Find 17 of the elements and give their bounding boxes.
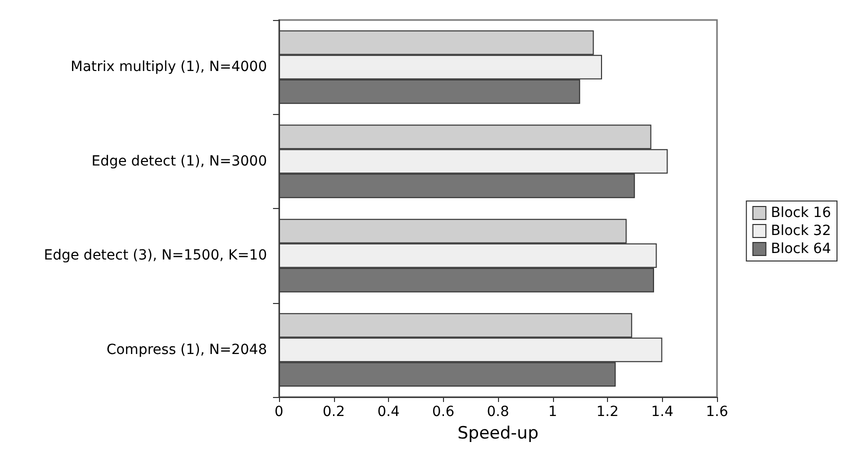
legend-label: Block 16 xyxy=(770,205,832,221)
legend-label: Block 64 xyxy=(770,241,832,257)
x-tick-label: 1.4 xyxy=(651,404,674,420)
x-tick-label: 0.4 xyxy=(377,404,400,420)
x-tick-label: 1 xyxy=(548,404,558,420)
y-tick-label: Edge detect (1), N=3000 xyxy=(92,153,267,170)
x-tick-label: 1.6 xyxy=(706,404,728,420)
x-tick-label: 0.6 xyxy=(432,404,454,420)
y-tick-label: Matrix multiply (1), N=4000 xyxy=(70,59,267,76)
x-tick-label: 0.2 xyxy=(322,404,345,420)
y-tick-label: Edge detect (3), N=1500, K=10 xyxy=(44,248,267,264)
x-tick-label: 0 xyxy=(274,404,284,420)
x-tick-label: 0.8 xyxy=(486,404,510,420)
x-axis-title: Speed-up xyxy=(458,424,538,444)
x-tick-label: 1.2 xyxy=(596,404,619,420)
y-tick-label: Compress (1), N=2048 xyxy=(106,342,267,358)
legend-label: Block 32 xyxy=(770,223,832,239)
